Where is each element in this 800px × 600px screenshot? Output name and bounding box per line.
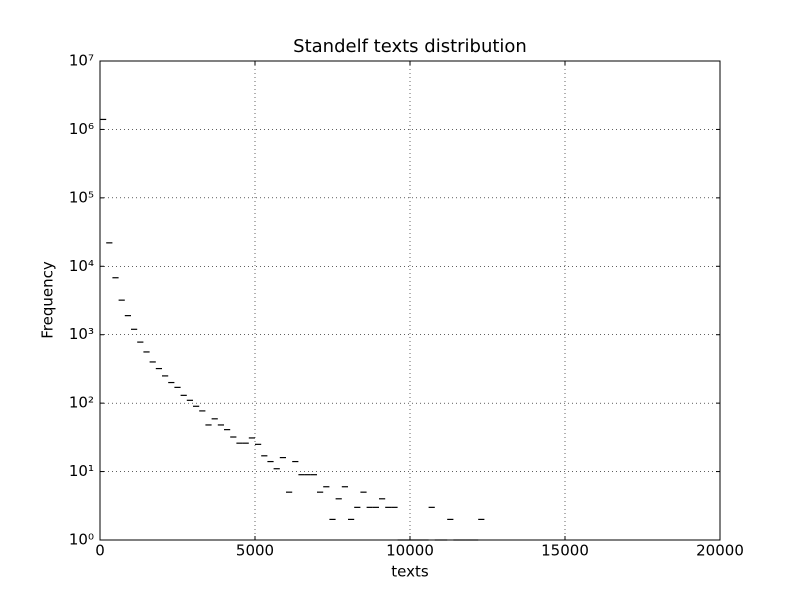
- x-axis-label: texts: [391, 563, 429, 581]
- x-tick-label: 10000: [386, 542, 434, 560]
- y-tick-label: 10⁰: [69, 531, 94, 549]
- x-tick-label: 5000: [236, 542, 274, 560]
- y-tick-label: 10¹: [69, 462, 94, 480]
- x-tick-label: 20000: [696, 542, 744, 560]
- y-tick-label: 10⁴: [69, 257, 94, 275]
- y-axis-label: Frequency: [39, 261, 57, 339]
- x-tick-label: 0: [95, 542, 105, 560]
- plot-frame: [99, 60, 721, 541]
- y-tick-label: 10⁵: [69, 188, 94, 206]
- y-tick-label: 10⁷: [69, 52, 94, 70]
- y-tick-label: 10²: [69, 394, 94, 412]
- y-tick-label: 10⁶: [69, 120, 94, 138]
- y-tick-label: 10³: [69, 325, 94, 343]
- x-tick-label: 15000: [541, 542, 589, 560]
- chart-title: Standelf texts distribution: [293, 36, 527, 57]
